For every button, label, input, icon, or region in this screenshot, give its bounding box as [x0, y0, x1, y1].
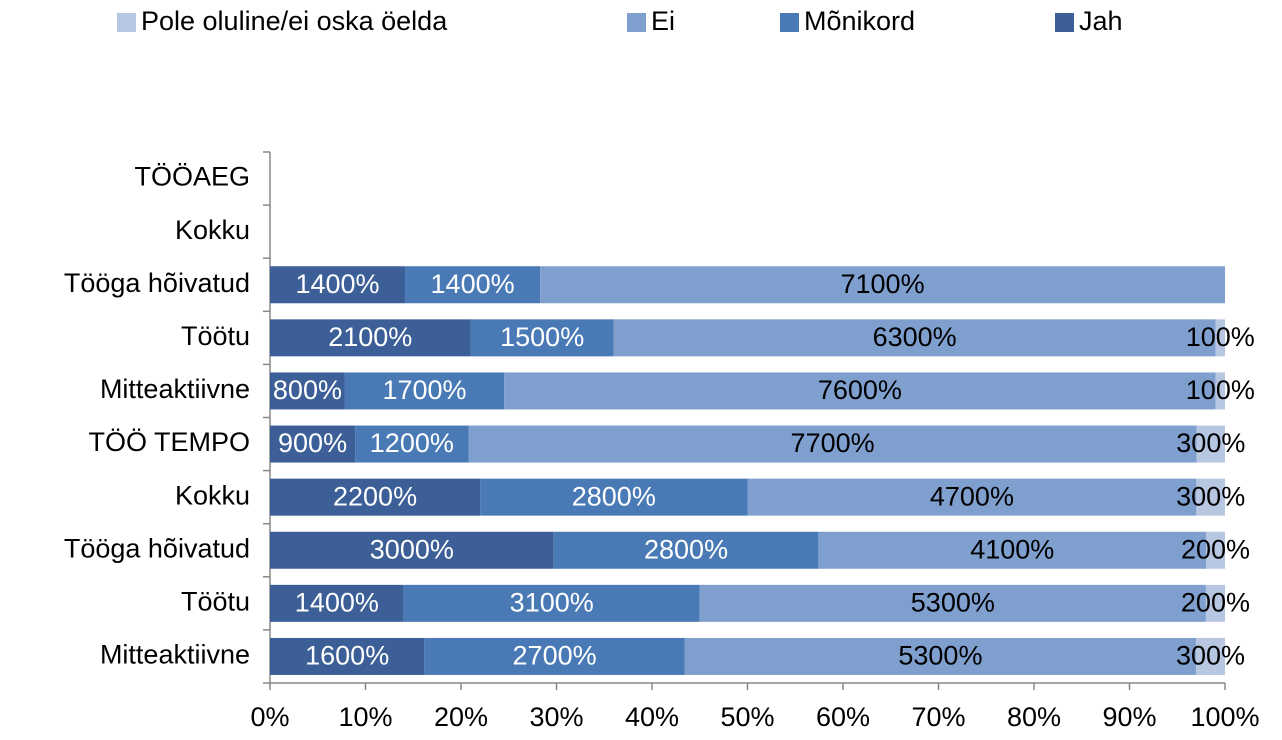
data-label: 1200% [370, 428, 454, 458]
y-tick-label: Töötu [181, 321, 250, 351]
data-label: 100% [1186, 375, 1255, 405]
data-label: 7700% [791, 428, 875, 458]
bar-segment [818, 531, 1207, 569]
data-label: 2200% [333, 481, 417, 511]
bar-segment [504, 372, 1216, 410]
data-label: 900% [278, 428, 347, 458]
bar-segment [1215, 319, 1225, 357]
legend-swatch [117, 13, 136, 32]
bar-segment [355, 425, 469, 463]
legend-label: Pole oluline/ei oska öelda [141, 6, 448, 36]
data-label: 300% [1176, 428, 1245, 458]
y-tick-label: Kokku [175, 480, 250, 510]
y-tick-label: TÖÖAEG [134, 162, 250, 192]
data-label: 2800% [572, 481, 656, 511]
data-label: 800% [273, 375, 342, 405]
legend-swatch [1055, 13, 1074, 32]
bar-segment [1196, 425, 1225, 463]
x-tick-label: 0% [250, 702, 289, 732]
bar-segment [424, 637, 685, 675]
bar-segment [270, 637, 425, 675]
bar-segment [470, 319, 614, 357]
bar-segment [405, 266, 541, 304]
data-label: 7100% [841, 269, 925, 299]
x-tick-label: 10% [338, 702, 392, 732]
data-label: 6300% [873, 322, 957, 352]
data-label: 200% [1181, 534, 1250, 564]
data-label: 3100% [510, 587, 594, 617]
bar-segment [270, 531, 554, 569]
data-label: 2700% [513, 641, 597, 671]
data-label: 1400% [295, 587, 379, 617]
x-tick-label: 80% [1007, 702, 1061, 732]
data-label: 2100% [328, 322, 412, 352]
data-label: 1400% [431, 269, 515, 299]
data-label: 1700% [382, 375, 466, 405]
bar-segment [480, 478, 748, 516]
x-tick-label: 90% [1102, 702, 1156, 732]
bar-segment [699, 584, 1206, 622]
bar-segment [403, 584, 700, 622]
data-label: 300% [1176, 481, 1245, 511]
legend-label: Jah [1079, 6, 1123, 36]
bar-segment [270, 478, 481, 516]
bar-segment [747, 478, 1197, 516]
bar-segment [540, 266, 1225, 304]
bar-segment [270, 319, 471, 357]
data-label: 7600% [818, 375, 902, 405]
bar-segment [270, 425, 356, 463]
legend-swatch [780, 13, 799, 32]
x-tick-label: 30% [529, 702, 583, 732]
data-label: 200% [1181, 587, 1250, 617]
bar-segment [270, 372, 345, 410]
bar-segment [1196, 637, 1225, 675]
bar-segment [344, 372, 505, 410]
data-label: 5300% [911, 587, 995, 617]
bar-segment [1205, 584, 1225, 622]
bar-segment [270, 266, 406, 304]
bar-segment [553, 531, 819, 569]
y-tick-label: TÖÖ TEMPO [88, 427, 250, 457]
data-label: 1500% [500, 322, 584, 352]
data-label: 3000% [370, 534, 454, 564]
y-tick-label: Tööga hõivatud [64, 533, 250, 563]
x-tick-label: 50% [720, 702, 774, 732]
legend-label: Mõnikord [804, 6, 915, 36]
y-tick-label: Mitteaktiivne [100, 374, 250, 404]
data-label: 4100% [970, 534, 1054, 564]
x-tick-label: 60% [816, 702, 870, 732]
data-label: 1600% [305, 641, 389, 671]
data-label: 300% [1176, 641, 1245, 671]
data-label: 1400% [295, 269, 379, 299]
bar-segment [270, 584, 404, 622]
legend-swatch [627, 13, 646, 32]
y-tick-label: Mitteaktiivne [100, 640, 250, 670]
x-tick-label: 70% [911, 702, 965, 732]
bar-segment [1196, 478, 1225, 516]
data-label: 4700% [930, 481, 1014, 511]
x-tick-label: 40% [625, 702, 679, 732]
data-label: 5300% [898, 641, 982, 671]
bar-segment [684, 637, 1197, 675]
bar-segment [468, 425, 1197, 463]
data-label: 100% [1186, 322, 1255, 352]
x-tick-label: 100% [1190, 702, 1259, 732]
y-tick-label: Kokku [175, 215, 250, 245]
y-tick-label: Tööga hõivatud [64, 268, 250, 298]
bar-segment [1215, 372, 1225, 410]
legend-label: Ei [651, 6, 675, 36]
bar-segment [613, 319, 1216, 357]
bar-segment [1206, 531, 1225, 569]
y-tick-label: Töötu [181, 586, 250, 616]
data-label: 2800% [644, 534, 728, 564]
x-tick-label: 20% [434, 702, 488, 732]
